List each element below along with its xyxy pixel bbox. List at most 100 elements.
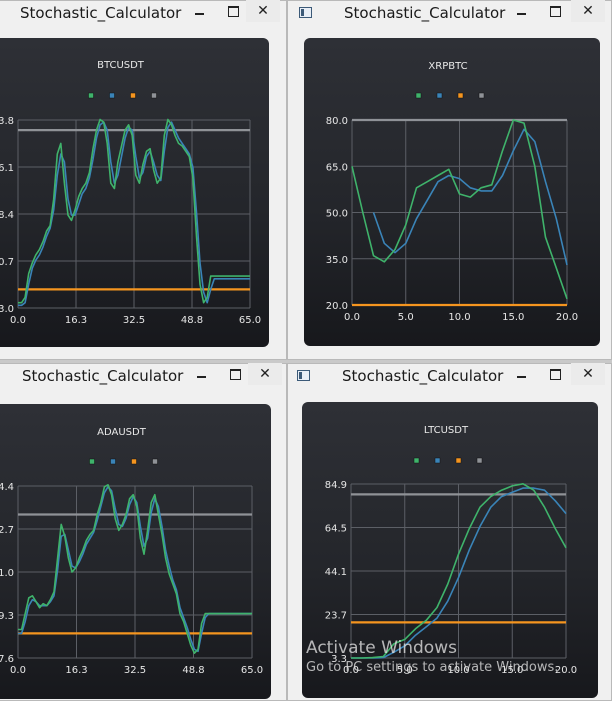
y-tick-label: 50.0: [326, 209, 348, 220]
close-button[interactable]: ✕: [571, 363, 605, 385]
stochastic-chart: ADAUSDT 0.0 16.3 32.5 48.8 65.0 7.6 29.3 51.0 72.…: [0, 427, 263, 676]
calculator-window-adausdt: Stochastic_Calculator ✕ ADAUSDT 0.0 16.3 32…: [0, 363, 287, 701]
x-tick-label: 32.5: [124, 665, 146, 676]
legend-marker-overbought-line: [476, 457, 483, 464]
stochastic-chart: BTCUSDT 0.0 16.3 32.5 48.8 65.0 13.0 30.7 48.4 66…: [0, 60, 261, 326]
chart-legend: [415, 92, 485, 99]
chart-grid: [351, 119, 568, 306]
y-tick-label: 29.3: [0, 611, 14, 622]
minimize-button[interactable]: [185, 363, 219, 385]
legend-marker-oversold-line: [130, 92, 136, 99]
legend-marker-oversold-line: [457, 92, 464, 99]
legend-marker-overbought-line: [152, 458, 158, 465]
legend-marker-series-k: [415, 92, 422, 99]
stochastic-chart: LTCUSDT 0.0 5.0 10.0 15.0 20.0 3.3 23.7 44.1 64.5…: [325, 425, 577, 676]
y-tick-label: 13.0: [0, 304, 14, 315]
maximize-button[interactable]: [538, 363, 572, 385]
legend-marker-overbought-line: [151, 92, 157, 99]
chart-panel: ADAUSDT 0.0 16.3 32.5 48.8 65.0 7.6 29.3 51.0 72.…: [0, 404, 271, 699]
title-bar[interactable]: Stochastic_Calculator ✕: [0, 0, 287, 28]
window-title: Stochastic_Calculator: [344, 4, 506, 22]
calculator-window-xrpbtc: Stochastic_Calculator ✕ XRPBTC 0.0 5.0 10.0…: [287, 0, 612, 360]
legend-marker-series-d: [110, 458, 116, 465]
series-k: [351, 119, 568, 300]
x-tick-label: 0.0: [343, 665, 359, 676]
chart-panel: BTCUSDT 0.0 16.3 32.5 48.8 65.0 13.0 30.7 48.4 66…: [0, 38, 269, 347]
x-tick-label: 0.0: [344, 312, 360, 323]
x-tick-label: 32.5: [123, 315, 145, 326]
chart-title: LTCUSDT: [424, 425, 469, 436]
maximize-button[interactable]: [216, 0, 250, 22]
maximize-button[interactable]: [538, 0, 572, 22]
maximize-button[interactable]: [218, 363, 252, 385]
y-tick-label: 48.4: [0, 210, 14, 221]
x-tick-label: 5.0: [398, 312, 414, 323]
legend-marker-series-d: [436, 92, 443, 99]
series-k: [18, 484, 252, 654]
window-title: Stochastic_Calculator: [20, 4, 182, 22]
series-k: [18, 118, 250, 304]
y-tick-label: 35.0: [326, 255, 348, 266]
minimize-button[interactable]: [505, 0, 539, 22]
y-tick-label: 80.0: [326, 116, 348, 127]
calculator-window-ltcusdt: Stochastic_Calculator ✕ LTCUSDT 0.0 5.0 10.…: [287, 363, 612, 701]
legend-marker-series-k: [89, 458, 95, 465]
y-tick-label: 83.8: [0, 116, 14, 127]
x-tick-label: 48.8: [181, 315, 203, 326]
x-tick-label: 15.0: [501, 665, 523, 676]
chart-grid: [350, 483, 567, 659]
x-tick-label: 65.0: [239, 315, 261, 326]
x-tick-label: 65.0: [241, 665, 263, 676]
chart-legend: [413, 457, 483, 464]
y-tick-label: 3.3: [331, 654, 347, 665]
x-tick-label: 15.0: [502, 312, 524, 323]
x-tick-label: 0.0: [10, 315, 26, 326]
y-tick-label: 23.7: [325, 611, 347, 622]
y-tick-label: 65.0: [326, 162, 348, 173]
x-tick-label: 5.0: [397, 665, 413, 676]
legend-marker-series-d: [109, 92, 115, 99]
x-tick-label: 48.8: [182, 665, 204, 676]
legend-marker-oversold-line: [131, 458, 137, 465]
app-icon: [297, 370, 310, 381]
y-tick-label: 84.9: [325, 480, 347, 491]
window-title: Stochastic_Calculator: [22, 367, 184, 385]
app-icon: [299, 7, 312, 18]
title-bar[interactable]: Stochastic_Calculator ✕: [287, 0, 612, 28]
title-bar[interactable]: Stochastic_Calculator ✕: [0, 363, 287, 391]
y-tick-label: 7.6: [0, 654, 14, 665]
series-d: [18, 121, 250, 307]
chart-legend: [89, 458, 158, 465]
minimize-button[interactable]: [505, 363, 539, 385]
x-tick-label: 16.3: [65, 315, 87, 326]
x-tick-label: 20.0: [556, 312, 578, 323]
y-tick-label: 51.0: [0, 568, 14, 579]
legend-marker-overbought-line: [478, 92, 485, 99]
y-tick-label: 66.1: [0, 163, 14, 174]
x-tick-label: 20.0: [555, 665, 577, 676]
title-bar[interactable]: Stochastic_Calculator ✕: [287, 363, 612, 391]
chart-grid: [17, 485, 253, 659]
close-button[interactable]: ✕: [246, 0, 280, 22]
chart-title: XRPBTC: [428, 61, 467, 72]
x-tick-label: 16.3: [65, 665, 87, 676]
y-tick-label: 64.5: [325, 524, 347, 535]
close-button[interactable]: ✕: [248, 363, 282, 385]
legend-marker-series-k: [88, 92, 94, 99]
chart-legend: [88, 92, 157, 99]
y-tick-label: 72.7: [0, 525, 14, 536]
close-button[interactable]: ✕: [571, 0, 605, 22]
minimize-button[interactable]: [183, 0, 217, 22]
stochastic-chart: XRPBTC 0.0 5.0 10.0 15.0 20.0 20.0 35.0 50.0 65.0…: [326, 61, 578, 323]
chart-panel: LTCUSDT 0.0 5.0 10.0 15.0 20.0 3.3 23.7 44.1 64.5…: [302, 402, 598, 698]
y-tick-label: 30.7: [0, 257, 14, 268]
legend-marker-series-d: [434, 457, 441, 464]
chart-panel: XRPBTC 0.0 5.0 10.0 15.0 20.0 20.0 35.0 50.0 65.0…: [304, 38, 600, 346]
y-tick-label: 94.4: [0, 482, 14, 493]
chart-title: ADAUSDT: [97, 427, 147, 438]
chart-title: BTCUSDT: [97, 60, 145, 71]
series-d: [372, 128, 568, 266]
calculator-window-btcusdt: Stochastic_Calculator ✕ BTCUSDT 0.0 16.3 32…: [0, 0, 287, 360]
x-tick-label: 0.0: [10, 665, 26, 676]
y-tick-label: 20.0: [326, 301, 348, 312]
